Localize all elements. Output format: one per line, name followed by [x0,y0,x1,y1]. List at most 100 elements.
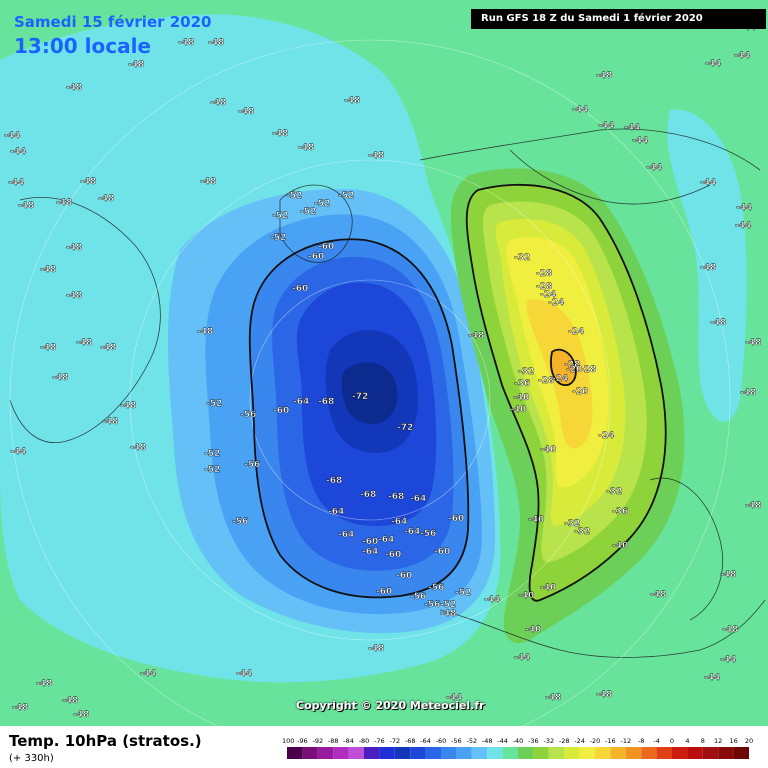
isotherm-label: -48 [722,625,738,635]
isotherm-label: -64 [404,527,420,537]
isotherm-label: -44 [10,447,26,457]
isotherm-label: -24 [540,290,556,300]
isotherm-label: -44 [705,59,721,69]
isotherm-label: -52 [455,588,471,598]
legend-swatch [302,747,318,759]
legend-swatch [641,747,657,759]
legend-tick: -68 [405,737,416,745]
legend-tick: -24 [574,737,585,745]
isotherm-label: -40 [612,541,628,551]
isotherm-label: -40 [518,591,534,601]
isotherm-label: -44 [734,51,750,61]
legend-tick: -88 [328,737,339,745]
isotherm-label: -40 [540,445,556,455]
isotherm-label: -24 [548,298,564,308]
isotherm-label: -32 [564,519,580,529]
latitude-circle-1 [249,279,491,521]
isotherm-label: -28 [564,360,580,370]
legend-swatch [702,747,719,759]
isotherm-label: -44 [140,669,156,679]
legend-swatch [733,747,749,759]
isotherm-label: -44 [446,693,462,703]
isotherm-label: -44 [735,221,751,231]
isotherm-label: -44 [236,669,252,679]
isotherm-label: -48 [102,417,118,427]
legend-tick: -92 [312,737,323,745]
isotherm-label: -44 [514,653,530,663]
legend-swatch [348,747,364,759]
temperature-map: -48 -48 -48 -48 -48 -48 -48 -48 -48 -48 -48 -48 -48 -… [0,14,766,726]
isotherm-label: -44 [572,105,588,115]
legend-tick: 0 [670,737,674,745]
isotherm-label: -52 [300,207,316,217]
isotherm-label: -44 [4,131,20,141]
isotherm-label: -48 [208,38,224,48]
isotherm-label: -48 [56,198,72,208]
isotherm-label: -48 [344,96,360,106]
isotherm-label: -48 [100,343,116,353]
legend-tick: -56 [451,737,462,745]
legend-swatch [287,747,303,759]
isotherm-label: -20 [566,365,582,375]
isotherm-labels: -48 -48 -48 -48 -48 -48 -48 -48 -48 -48 -48 -48 -48 -… [4,23,762,720]
legend-tick: 4 [685,737,689,745]
isotherm-minus-40-bold [465,183,667,602]
isotherm-label: -28 [536,269,552,279]
isotherm-label: -48 [468,331,484,341]
legend-tick: -44 [497,737,508,745]
field-minus-48-east [667,109,747,422]
isotherm-label: -52 [204,449,220,459]
legend-swatch [672,747,688,759]
isotherm-label: -48 [650,590,666,600]
isotherm-label: -48 [197,327,213,337]
isotherm-label: -44 [720,655,736,665]
coastline-eurasia [419,128,761,171]
isotherm-label: -48 [745,338,761,348]
isotherm-label: -60 [273,406,289,416]
legend-tick: -16 [605,737,616,745]
isotherm-label: -60 [396,571,412,581]
isotherm-label: -48 [740,388,756,398]
isotherm-label: -64 [378,535,394,545]
isotherm-label: -48 [298,143,314,153]
coastline-north-america [9,197,161,443]
legend-tick: -60 [436,737,447,745]
isotherm-label: -52 [270,233,286,243]
isotherm-label: -48 [40,265,56,275]
isotherm-label: -52 [338,191,354,201]
legend-swatch [441,747,457,759]
legend-tick: -20 [590,737,601,745]
legend-swatch [656,747,672,759]
legend-swatch [564,747,580,759]
legend-tick: -100 [282,737,294,745]
isotherm-label: -40 [513,393,529,403]
isotherm-label: -28 [580,365,596,375]
legend-swatch [548,747,565,759]
isotherm-label: -48 [73,710,89,720]
legend-tick: -40 [513,737,524,745]
legend-swatch [502,747,518,759]
isotherm-label: -40 [510,405,526,415]
isotherm-label: -68 [326,476,342,486]
isotherm-label: -48 [66,243,82,253]
isotherm-label: -68 [318,397,334,407]
isotherm-label: -24 [552,374,568,384]
isotherm-label: -44 [484,595,500,605]
isotherm-label: -20 [572,387,588,397]
isotherm-label: -52 [206,399,222,409]
legend-swatch [595,747,611,759]
field-minus-76 [341,362,398,424]
legend-swatch [333,747,349,759]
isotherm-label: -48 [368,644,384,654]
legend-tick: -12 [620,737,631,745]
isotherm-label: -48 [720,570,736,580]
isotherm-label: -68 [360,490,376,500]
isotherm-label: -60 [292,284,308,294]
coastline-europe [509,149,711,205]
isotherm-label: -44 [598,121,614,131]
parameter-title: Temp. 10hPa (stratos.) [9,732,202,750]
isotherm-label: -48 [178,38,194,48]
isotherm-label: -68 [388,492,404,502]
legend-swatch [317,747,334,759]
legend-tick: -76 [374,737,385,745]
